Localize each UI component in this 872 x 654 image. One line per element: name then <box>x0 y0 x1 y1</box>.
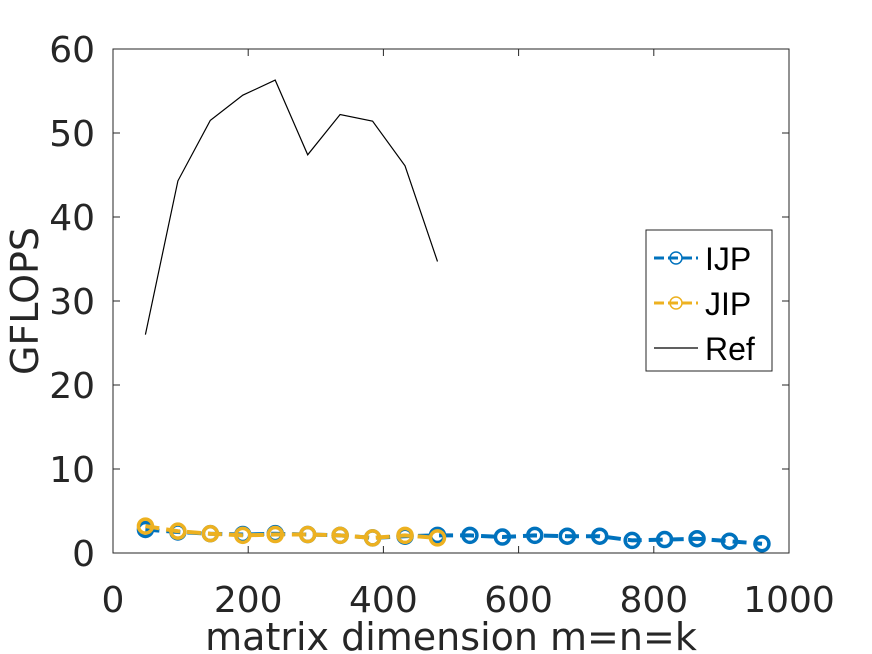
x-tick-label: 200 <box>214 580 283 621</box>
x-tick-label: 800 <box>619 580 688 621</box>
x-tick-label: 400 <box>349 580 418 621</box>
data-point-ijp <box>655 530 674 549</box>
data-point-jip <box>169 522 187 540</box>
data-point-jip <box>266 525 284 544</box>
y-axis-title: GFLOPS <box>3 227 47 375</box>
x-tick-label: 600 <box>484 580 553 621</box>
legend-label-ref: Ref <box>705 331 755 367</box>
data-point-ijp <box>558 527 577 545</box>
y-tick-label: 60 <box>49 30 95 71</box>
y-tick-label: 10 <box>49 450 95 491</box>
y-tick-label: 30 <box>49 282 95 323</box>
data-point-ijp <box>688 529 706 548</box>
y-tick-label: 20 <box>49 366 95 407</box>
series-layer <box>136 79 771 553</box>
data-point-jip <box>363 529 382 547</box>
data-point-jip <box>234 526 252 545</box>
data-point-ijp <box>461 526 479 545</box>
x-tick-label: 1000 <box>743 580 835 621</box>
data-point-jip <box>298 525 317 544</box>
y-axis-tick-labels: 0 10 20 30 40 50 60 <box>49 30 95 575</box>
axis-ticks <box>112 48 790 554</box>
legend-marker-ijp <box>669 251 683 265</box>
data-point-ijp <box>720 532 739 550</box>
y-tick-label: 40 <box>49 198 95 239</box>
y-tick-label: 50 <box>49 114 95 155</box>
data-point-jip <box>201 524 220 543</box>
legend-items: IJP JIP Ref <box>654 241 755 367</box>
data-point-ijp <box>526 526 544 545</box>
data-point-ijp <box>493 528 512 546</box>
data-point-ijp <box>753 535 771 553</box>
legend-marker-jip <box>669 296 683 310</box>
legend-label-jip: JIP <box>705 286 751 322</box>
series-line-jip <box>145 524 438 540</box>
x-axis-title: matrix dimension m=n=k <box>205 615 697 654</box>
legend: IJP JIP Ref <box>645 229 773 372</box>
data-point-jip <box>396 526 414 545</box>
y-tick-label: 0 <box>72 534 95 575</box>
legend-label-ijp: IJP <box>705 241 751 277</box>
data-point-jip <box>331 526 349 545</box>
x-tick-label: 0 <box>102 580 125 621</box>
data-point-ijp <box>590 527 609 545</box>
data-point-ijp <box>623 531 641 550</box>
series-line-ref <box>144 79 439 335</box>
x-axis-tick-labels: 0 200 400 600 800 1000 <box>102 580 835 621</box>
data-point-jip <box>136 517 155 535</box>
data-point-jip <box>428 529 447 547</box>
